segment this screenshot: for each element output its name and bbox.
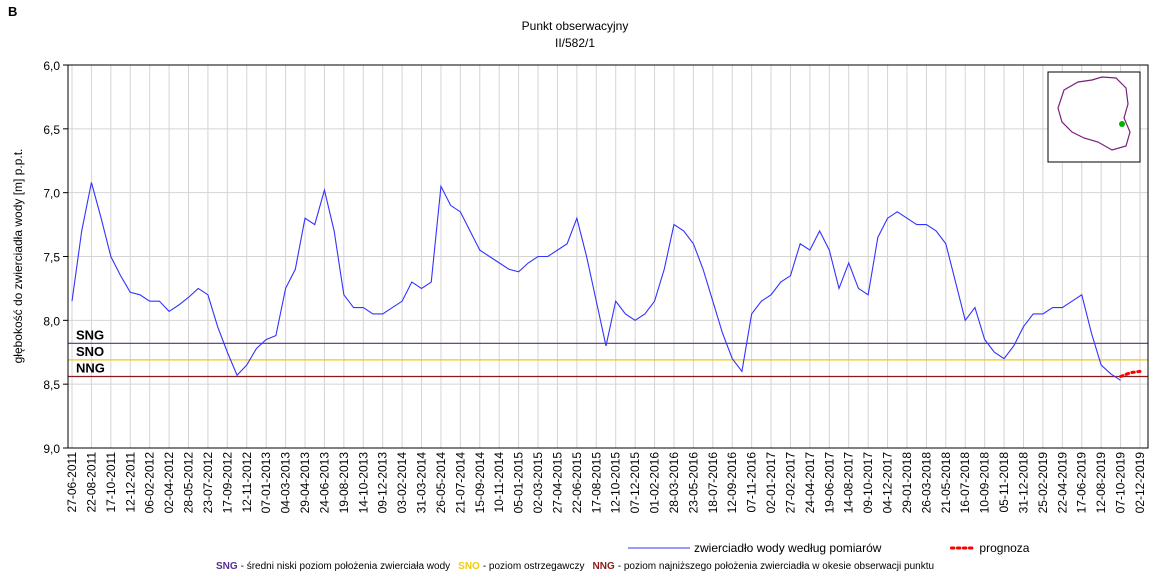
x-tick-label: 04-03-2013 bbox=[279, 452, 293, 514]
y-tick-label: 8,5 bbox=[43, 378, 60, 392]
y-tick-label: 9,0 bbox=[43, 442, 60, 456]
x-tick-label: 27-02-2017 bbox=[783, 452, 797, 514]
x-tick-label: 22-08-2011 bbox=[84, 452, 98, 513]
plot-frame bbox=[67, 64, 1149, 449]
y-tick-label: 6,5 bbox=[43, 123, 60, 137]
legend-label: prognoza bbox=[979, 541, 1029, 555]
x-tick-label: 27-06-2011 bbox=[65, 452, 79, 513]
x-tick-label: 02-04-2012 bbox=[162, 452, 176, 514]
x-tick-label: 21-05-2018 bbox=[939, 452, 953, 514]
reference-label: SNO bbox=[76, 344, 104, 359]
x-tick-label: 02-03-2015 bbox=[531, 452, 545, 514]
legend-label: zwierciadło wody według pomiarów bbox=[694, 541, 882, 555]
x-tick-label: 29-01-2018 bbox=[900, 452, 914, 514]
x-tick-label: 23-05-2016 bbox=[686, 452, 700, 514]
x-tick-label: 12-11-2012 bbox=[240, 452, 254, 513]
x-tick-label: 12-10-2015 bbox=[609, 452, 623, 514]
plot-area: 6,0 6,5 7,0 7,5 8,0 8,5 9,0 27-06-2011 22-08-201… bbox=[43, 59, 1148, 513]
reference-label: NNG bbox=[76, 361, 105, 376]
x-tick-label: 27-04-2015 bbox=[550, 452, 564, 514]
x-tick-label: 09-10-2017 bbox=[861, 452, 875, 514]
x-tick-label: 07-10-2019 bbox=[1114, 452, 1128, 514]
x-tick-label: 12-09-2016 bbox=[725, 452, 739, 514]
x-tick-label: 10-11-2014 bbox=[492, 452, 506, 513]
y-tick-label: 6,0 bbox=[43, 59, 60, 73]
x-tick-label: 17-06-2019 bbox=[1075, 452, 1089, 514]
x-tick-label: 24-04-2017 bbox=[803, 452, 817, 514]
x-tick-label: 14-08-2017 bbox=[842, 452, 856, 514]
x-tick-label: 04-12-2017 bbox=[881, 452, 895, 514]
y-axis-label: głębokość do zwierciadła wody [m] p.p.t. bbox=[11, 149, 25, 364]
x-tick-label: 12-12-2011 bbox=[123, 452, 137, 513]
x-tick-label: 01-02-2016 bbox=[648, 452, 662, 514]
chart-subtitle: II/582/1 bbox=[555, 36, 595, 50]
x-tick-label: 02-01-2017 bbox=[764, 452, 778, 514]
footnote-abbr: NNG bbox=[593, 561, 615, 572]
x-tick-label: 31-03-2014 bbox=[415, 452, 429, 514]
x-tick-label: 31-12-2018 bbox=[1016, 452, 1030, 514]
x-tick-label: 21-07-2014 bbox=[453, 452, 467, 514]
footnote-abbr: SNG bbox=[216, 561, 238, 572]
reference-label: SNG bbox=[76, 327, 104, 342]
footnote-text: - średni niski poziom położenia zwiercia… bbox=[241, 561, 451, 572]
x-tick-label: 06-02-2012 bbox=[143, 452, 157, 514]
y-tick-label: 7,0 bbox=[43, 187, 60, 201]
x-tick-label: 05-01-2015 bbox=[512, 452, 526, 514]
x-tick-label: 22-04-2019 bbox=[1055, 452, 1069, 514]
footnote-abbr: SNO bbox=[458, 561, 480, 572]
legend: zwierciadło wody według pomiarów prognoza bbox=[628, 541, 1030, 555]
x-tick-label: 07-11-2016 bbox=[745, 452, 759, 513]
x-tick-label: 17-10-2011 bbox=[104, 452, 118, 513]
x-tick-label: 19-08-2013 bbox=[337, 452, 351, 514]
footnote-text: - poziom najniższego położenia zwierciad… bbox=[618, 561, 934, 572]
chart-title: Punkt obserwacyjny bbox=[522, 19, 629, 33]
y-tick-label: 8,0 bbox=[43, 314, 60, 328]
x-tick-label: 19-06-2017 bbox=[822, 452, 836, 514]
x-tick-label: 02-12-2019 bbox=[1133, 452, 1147, 514]
inset-outline bbox=[1057, 76, 1131, 151]
x-tick-label: 26-03-2018 bbox=[919, 452, 933, 514]
x-tick-label: 25-02-2019 bbox=[1036, 452, 1050, 514]
x-tick-label: 17-08-2015 bbox=[589, 452, 603, 514]
x-tick-label: 10-09-2018 bbox=[978, 452, 992, 514]
x-tick-label: 14-10-2013 bbox=[356, 452, 370, 514]
x-tick-label: 16-07-2018 bbox=[958, 452, 972, 514]
x-tick-label: 12-08-2019 bbox=[1094, 452, 1108, 514]
x-tick-label: 24-06-2013 bbox=[317, 452, 331, 514]
x-tick-label: 05-11-2018 bbox=[997, 452, 1011, 513]
inset-map bbox=[1047, 71, 1141, 163]
x-tick-label: 03-02-2014 bbox=[395, 452, 409, 514]
series-line bbox=[71, 182, 1121, 381]
footnote: SNG - średni niski poziom położenia zwier… bbox=[216, 561, 934, 572]
inset-point bbox=[1119, 121, 1125, 127]
x-tick-label: 07-12-2015 bbox=[628, 452, 642, 514]
x-tick-label: 15-09-2014 bbox=[473, 452, 487, 514]
x-tick-label: 09-12-2013 bbox=[376, 452, 390, 514]
x-tick-label: 26-05-2014 bbox=[434, 452, 448, 514]
panel-label: B bbox=[8, 4, 17, 19]
x-tick-label: 07-01-2013 bbox=[259, 452, 273, 514]
series-line bbox=[1119, 369, 1142, 379]
y-tick-label: 7,5 bbox=[43, 251, 60, 265]
footnote-text: - poziom ostrzegawczy bbox=[483, 561, 585, 572]
x-tick-label: 28-03-2016 bbox=[667, 452, 681, 514]
x-tick-label: 17-09-2012 bbox=[220, 452, 234, 514]
x-tick-label: 29-04-2013 bbox=[298, 452, 312, 514]
x-tick-label: 18-07-2016 bbox=[706, 452, 720, 514]
x-tick-label: 23-07-2012 bbox=[201, 452, 215, 514]
x-tick-label: 28-05-2012 bbox=[182, 452, 196, 514]
x-tick-label: 22-06-2015 bbox=[570, 452, 584, 514]
